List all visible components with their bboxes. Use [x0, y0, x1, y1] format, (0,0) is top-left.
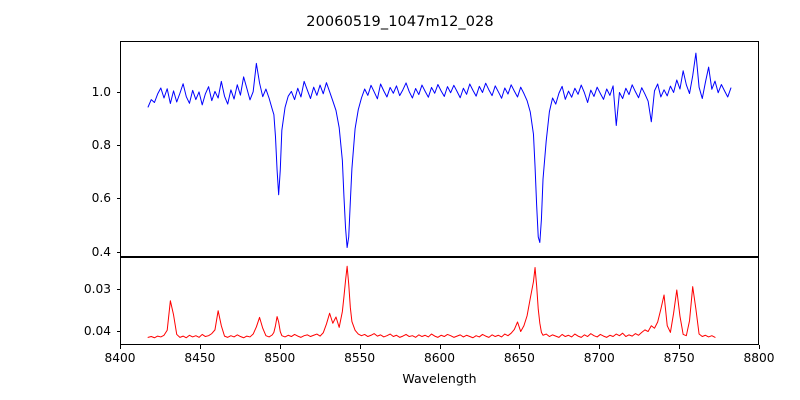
y-tick-label: 0.04	[83, 324, 111, 339]
y-tick-mark	[116, 91, 120, 93]
y-tick-mark	[116, 251, 120, 253]
y-tick-mark	[116, 145, 120, 147]
spectrum-axes	[120, 41, 759, 257]
x-tick-label: 8450	[184, 351, 216, 365]
x-tick-mark	[759, 345, 761, 349]
x-tick-mark	[599, 345, 601, 349]
error-axes	[120, 257, 759, 345]
y-tick-label: 0.6	[91, 191, 111, 206]
y-tick-mark	[116, 198, 120, 200]
y-tick-label: 1.0	[91, 84, 111, 99]
error-line	[121, 258, 758, 344]
x-tick-label: 8500	[264, 351, 296, 365]
x-tick-label: 8750	[663, 351, 695, 365]
spectrum-line	[121, 42, 758, 256]
x-axis-label: Wavelength	[402, 371, 477, 386]
x-tick-mark	[279, 345, 281, 349]
x-tick-label: 8700	[583, 351, 615, 365]
x-tick-label: 8400	[104, 351, 136, 365]
y-tick-label: 0.4	[91, 244, 111, 259]
x-tick-mark	[519, 345, 521, 349]
x-tick-label: 8650	[503, 351, 535, 365]
y-tick-mark	[116, 288, 120, 290]
page-title: 20060519_1047m12_028	[306, 14, 494, 30]
x-tick-label: 8800	[743, 351, 775, 365]
x-tick-mark	[359, 345, 361, 349]
x-tick-mark	[120, 345, 122, 349]
x-tick-label: 8600	[423, 351, 456, 365]
y-tick-label: 0.8	[91, 138, 111, 152]
x-tick-mark	[439, 345, 441, 349]
x-tick-label: 8550	[344, 351, 376, 365]
x-tick-mark	[199, 345, 201, 349]
y-tick-label: 0.03	[83, 281, 111, 296]
y-tick-mark	[116, 331, 120, 333]
x-tick-mark	[679, 345, 681, 349]
